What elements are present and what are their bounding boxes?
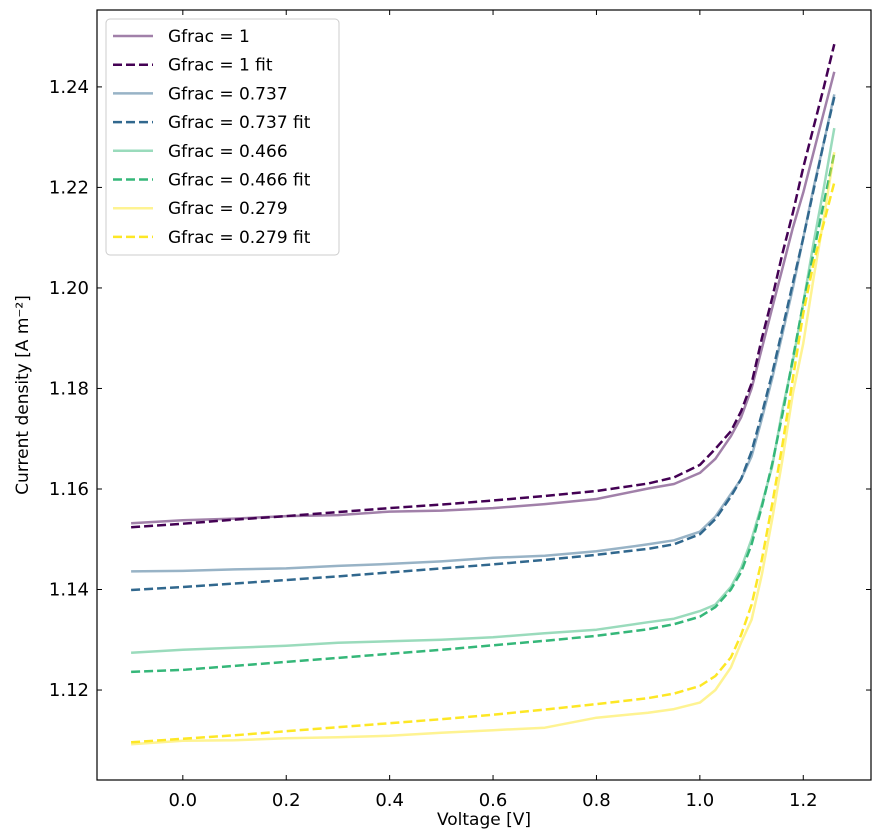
y-tick-label: 1.18 xyxy=(49,378,89,399)
x-tick-label: 1.2 xyxy=(789,790,818,811)
y-tick-label: 1.24 xyxy=(49,77,89,98)
y-tick-label: 1.12 xyxy=(49,680,89,701)
x-tick-label: 0.4 xyxy=(375,790,404,811)
y-tick-label: 1.20 xyxy=(49,278,89,299)
legend-box xyxy=(105,18,340,256)
series-line-1 xyxy=(131,43,836,529)
series-layer xyxy=(131,43,836,746)
legend-label: Gfrac = 0.466 fit xyxy=(168,171,311,191)
legend-label: Gfrac = 1 fit xyxy=(168,56,273,76)
series-line-5 xyxy=(131,152,836,674)
legend-label: Gfrac = 0.279 fit xyxy=(168,228,311,248)
x-axis-label: Voltage [V] xyxy=(437,810,531,830)
y-tick-label: 1.22 xyxy=(49,177,89,198)
series-line-3 xyxy=(131,96,836,592)
legend-label: Gfrac = 0.466 xyxy=(168,142,288,162)
ticks-layer: 0.0 0.2 0.4 0.6 0.8 1.0 1.2 1.12 1.14 1.16 1.18 1.2… xyxy=(49,10,871,811)
legend-label: Gfrac = 0.737 fit xyxy=(168,113,311,133)
legend-label: Gfrac = 0.279 xyxy=(168,199,288,219)
y-tick-label: 1.14 xyxy=(49,580,89,601)
x-tick-label: 0.2 xyxy=(272,790,301,811)
x-tick-label: 0.8 xyxy=(582,790,611,811)
legend: Gfrac = 1 Gfrac = 1 fit Gfrac = 0.737 Gfrac… xyxy=(105,18,340,256)
plot-frame xyxy=(96,9,872,781)
legend-label: Gfrac = 1 xyxy=(168,27,250,47)
x-tick-label: 0.6 xyxy=(479,790,508,811)
x-tick-label: 0.0 xyxy=(169,790,198,811)
series-line-0 xyxy=(131,71,836,525)
y-axis-label: Current density [A m⁻²] xyxy=(13,295,33,495)
x-tick-label: 1.0 xyxy=(686,790,715,811)
legend-label: Gfrac = 0.737 xyxy=(168,84,288,104)
y-tick-label: 1.16 xyxy=(49,479,89,500)
series-line-7 xyxy=(131,182,836,744)
series-line-6 xyxy=(131,152,836,746)
